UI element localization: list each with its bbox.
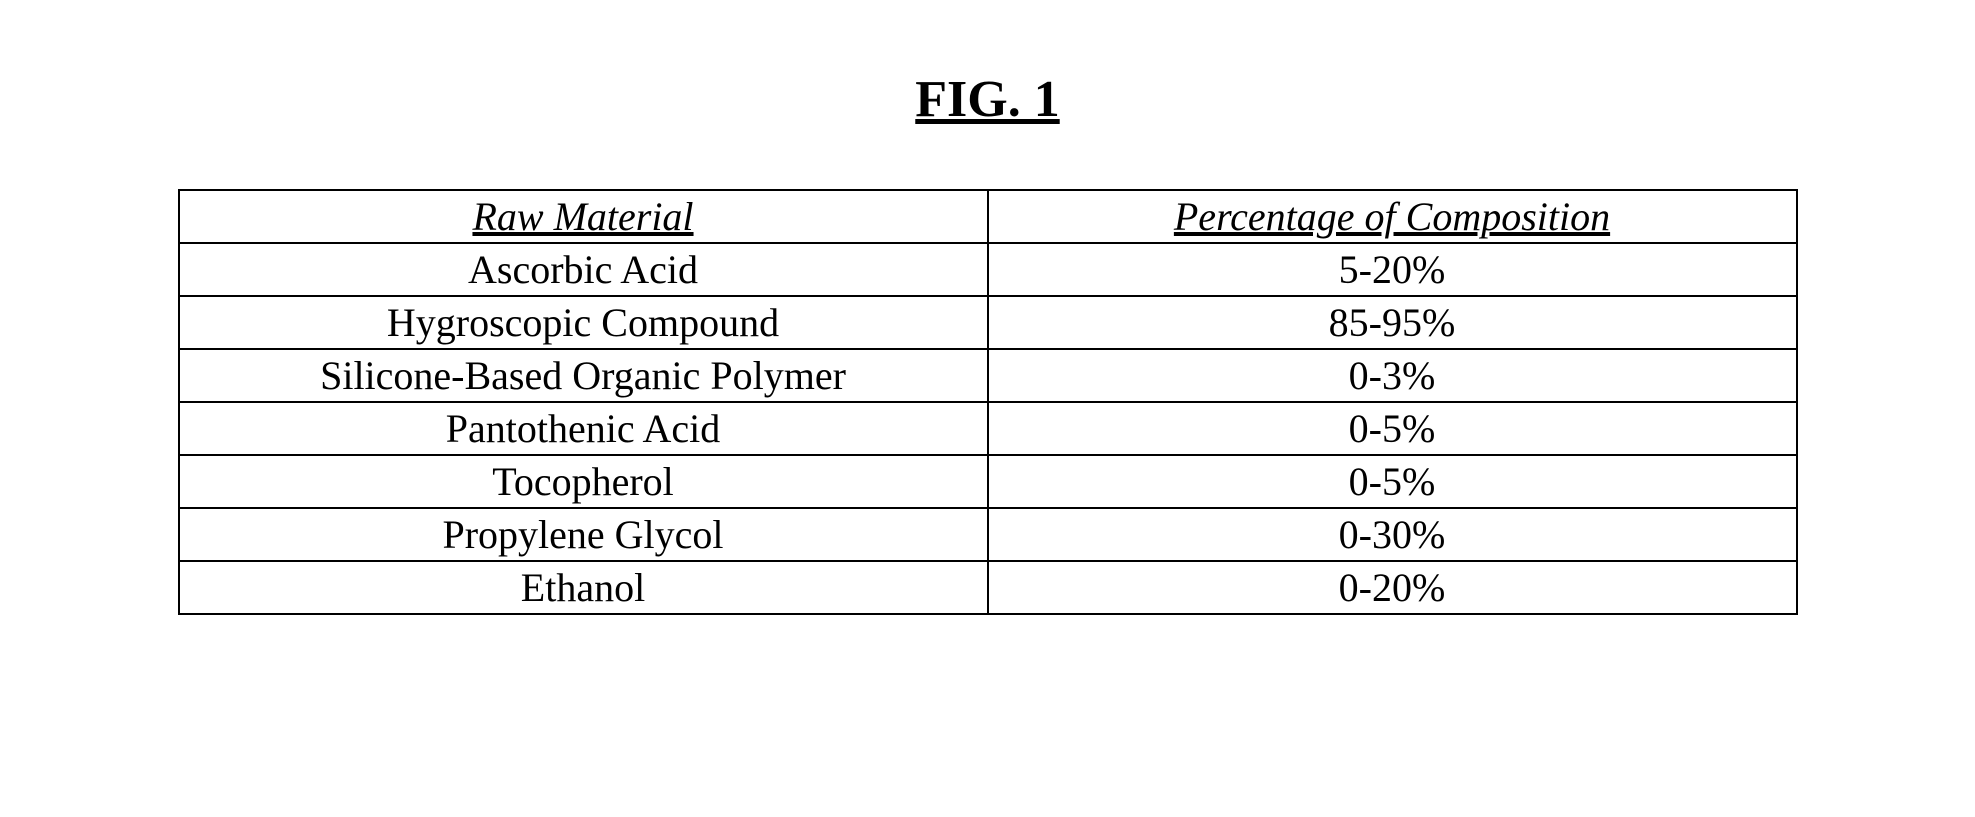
table-row: Silicone-Based Organic Polymer 0-3% bbox=[179, 349, 1797, 402]
column-header-percentage: Percentage of Composition bbox=[988, 190, 1797, 243]
cell-material: Tocopherol bbox=[179, 455, 988, 508]
cell-percentage: 0-30% bbox=[988, 508, 1797, 561]
composition-table: Raw Material Percentage of Composition A… bbox=[178, 189, 1798, 615]
cell-percentage: 0-5% bbox=[988, 402, 1797, 455]
figure-title: FIG. 1 bbox=[915, 70, 1059, 129]
cell-material: Hygroscopic Compound bbox=[179, 296, 988, 349]
cell-material: Silicone-Based Organic Polymer bbox=[179, 349, 988, 402]
cell-material: Pantothenic Acid bbox=[179, 402, 988, 455]
figure-container: FIG. 1 Raw Material Percentage of Compos… bbox=[0, 0, 1975, 615]
cell-material: Ethanol bbox=[179, 561, 988, 614]
table-row: Propylene Glycol 0-30% bbox=[179, 508, 1797, 561]
table-row: Ethanol 0-20% bbox=[179, 561, 1797, 614]
cell-percentage: 0-20% bbox=[988, 561, 1797, 614]
cell-percentage: 85-95% bbox=[988, 296, 1797, 349]
column-header-material: Raw Material bbox=[179, 190, 988, 243]
table-row: Tocopherol 0-5% bbox=[179, 455, 1797, 508]
table-row: Ascorbic Acid 5-20% bbox=[179, 243, 1797, 296]
cell-percentage: 5-20% bbox=[988, 243, 1797, 296]
table-row: Pantothenic Acid 0-5% bbox=[179, 402, 1797, 455]
cell-percentage: 0-3% bbox=[988, 349, 1797, 402]
cell-percentage: 0-5% bbox=[988, 455, 1797, 508]
table-header-row: Raw Material Percentage of Composition bbox=[179, 190, 1797, 243]
cell-material: Ascorbic Acid bbox=[179, 243, 988, 296]
cell-material: Propylene Glycol bbox=[179, 508, 988, 561]
table-row: Hygroscopic Compound 85-95% bbox=[179, 296, 1797, 349]
